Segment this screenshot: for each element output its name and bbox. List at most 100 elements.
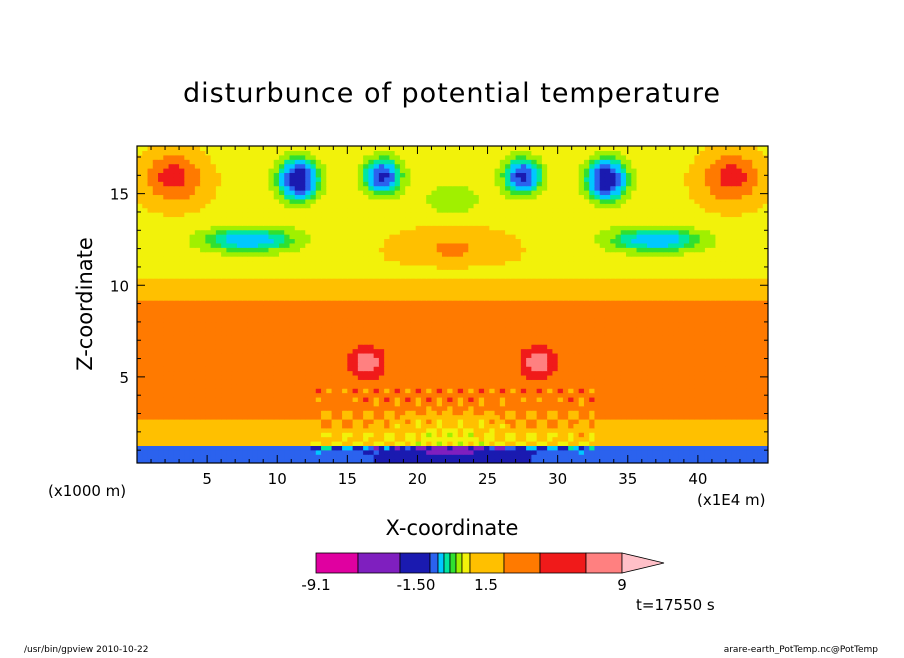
- field-cell: [300, 344, 306, 350]
- field-cell: [300, 308, 306, 314]
- field-cell: [710, 374, 717, 380]
- field-cell: [541, 286, 548, 292]
- field-cell: [194, 449, 201, 455]
- field-cell: [505, 374, 511, 380]
- field-cell: [468, 278, 475, 284]
- field-cell: [631, 352, 638, 358]
- field-cell: [620, 405, 627, 411]
- field-cell: [704, 423, 711, 429]
- field-cell: [704, 401, 711, 407]
- field-cell: [368, 344, 375, 350]
- field-cell: [447, 304, 454, 310]
- field-cell: [468, 414, 475, 420]
- field-cell: [741, 449, 748, 455]
- field-cell: [746, 396, 753, 402]
- field-cell: [368, 379, 375, 385]
- field-cell: [441, 440, 448, 446]
- field-cell: [473, 432, 480, 438]
- field-cell: [583, 370, 590, 376]
- field-cell: [268, 370, 275, 376]
- field-cell: [594, 401, 601, 407]
- field-cell: [657, 410, 664, 416]
- field-cell: [715, 396, 722, 402]
- field-cell: [636, 352, 643, 358]
- field-cell: [189, 344, 196, 350]
- field-cell: [336, 432, 343, 438]
- field-cell: [489, 374, 496, 380]
- field-cell: [194, 414, 201, 420]
- field-cell: [610, 383, 617, 389]
- field-cell: [236, 317, 243, 323]
- field-cell: [520, 405, 527, 411]
- field-cell: [158, 326, 164, 332]
- field-cell: [594, 445, 601, 451]
- field-cell: [557, 286, 564, 292]
- field-cell: [405, 374, 412, 380]
- field-cell: [210, 401, 217, 407]
- field-cell: [599, 357, 606, 363]
- field-cell: [510, 388, 517, 394]
- field-cell: [373, 322, 380, 328]
- field-cell: [205, 454, 212, 460]
- field-cell: [252, 418, 259, 424]
- field-cell: [294, 423, 301, 429]
- field-cell: [284, 326, 291, 332]
- field-cell: [179, 282, 185, 288]
- field-cell: [163, 436, 170, 442]
- field-cell: [363, 432, 369, 438]
- field-cell: [505, 317, 511, 323]
- field-cell: [352, 357, 359, 363]
- field-cell: [158, 361, 164, 367]
- field-cell: [305, 335, 312, 341]
- field-cell: [689, 339, 695, 345]
- field-cell: [268, 374, 275, 380]
- field-cell: [731, 436, 738, 442]
- field-cell: [505, 286, 511, 292]
- field-cell: [762, 405, 768, 411]
- field-cell: [626, 322, 632, 328]
- field-cell: [284, 317, 291, 323]
- field-cell: [257, 440, 264, 446]
- field-cell: [631, 339, 638, 345]
- field-cell: [678, 330, 685, 336]
- field-cell: [510, 278, 517, 284]
- field-cell: [599, 361, 606, 367]
- field-cell: [231, 278, 238, 284]
- field-cell: [662, 326, 669, 332]
- field-cell: [473, 291, 480, 297]
- field-cell: [694, 392, 701, 398]
- field-cell: [184, 423, 191, 429]
- field-cell: [363, 454, 369, 460]
- field-cell: [436, 427, 443, 433]
- field-cell: [573, 295, 580, 301]
- field-cell: [604, 396, 611, 402]
- field-cell: [247, 440, 254, 446]
- field-cell: [210, 357, 217, 363]
- field-cell: [294, 374, 301, 380]
- field-cell: [694, 388, 701, 394]
- field-cell: [215, 352, 222, 358]
- field-cell: [699, 344, 706, 350]
- field-cell: [137, 388, 143, 394]
- field-cell: [473, 286, 480, 292]
- field-cell: [273, 348, 280, 354]
- field-cell: [668, 392, 674, 398]
- field-cell: [168, 436, 175, 442]
- field-cell: [568, 348, 575, 354]
- field-cell: [610, 339, 617, 345]
- field-cell: [762, 423, 768, 429]
- field-cell: [457, 282, 464, 288]
- field-cell: [620, 282, 627, 288]
- field-cell: [215, 405, 222, 411]
- field-cell: [552, 454, 559, 460]
- field-cell: [426, 418, 433, 424]
- field-cell: [357, 392, 364, 398]
- field-cell: [278, 330, 285, 336]
- field-cell: [578, 313, 585, 319]
- field-cell: [363, 352, 369, 358]
- field-cell: [457, 405, 464, 411]
- field-cell: [736, 330, 743, 336]
- field-cell: [452, 326, 459, 332]
- field-cell: [499, 414, 506, 420]
- field-cell: [725, 405, 732, 411]
